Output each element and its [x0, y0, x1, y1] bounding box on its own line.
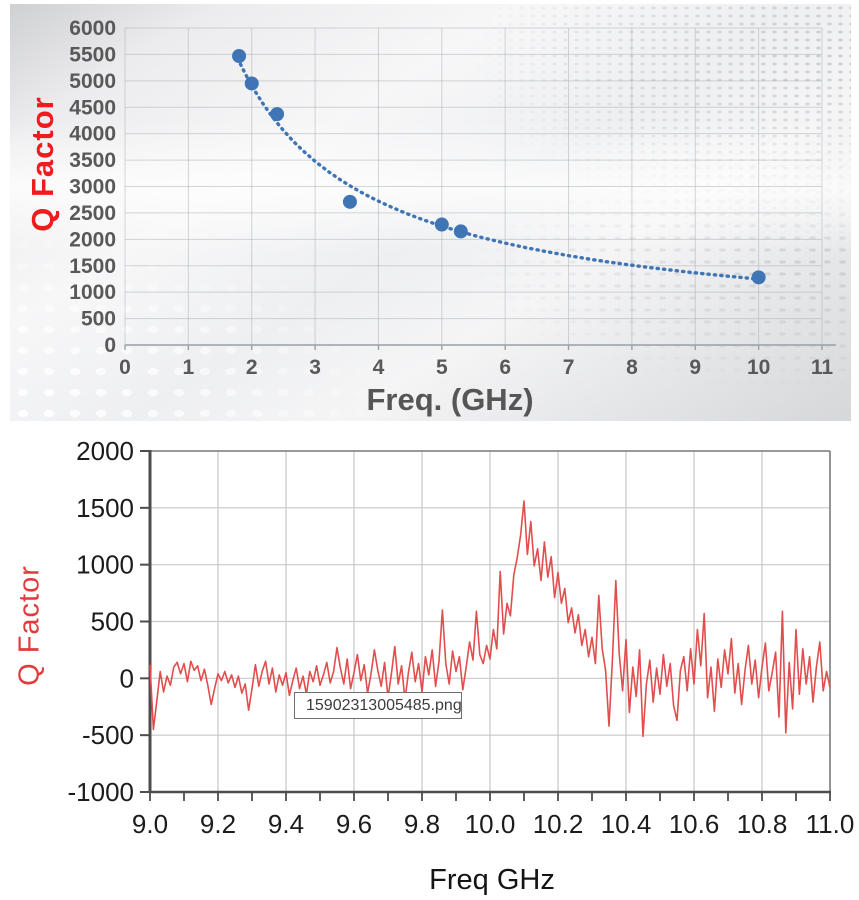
x-tick-label: 4: [373, 356, 385, 379]
filename-tooltip[interactable]: 15902313005485.png: [294, 692, 462, 719]
y-tick-label: 1500: [69, 255, 116, 278]
x-tick-label: 0: [119, 356, 131, 379]
x-tick-label: 9.6: [336, 809, 372, 839]
y-tick-label: 0: [120, 663, 134, 693]
data-point: [270, 107, 285, 122]
y-tick-label: 3000: [69, 176, 116, 199]
y-tick-label: 0: [104, 334, 116, 357]
bottom-x-axis-title: Freq GHz: [429, 864, 555, 896]
x-tick-label: 8: [626, 356, 638, 379]
y-tick-label: 500: [81, 308, 116, 331]
x-tick-label: 7: [563, 356, 575, 379]
y-tick-label: 2000: [76, 436, 134, 466]
data-point: [434, 217, 449, 232]
y-tick-label: -1000: [68, 777, 135, 807]
top-y-axis-title: Q Factor: [25, 96, 60, 232]
scatter-chart-panel: 0 500 1000 1500 2000 2500 3000 3500 4000 4500 5000…: [10, 4, 851, 421]
scatter-plot: 0 500 1000 1500 2000 2500 3000 3500 4000 4500 5000…: [69, 17, 836, 379]
y-tick-label: 2500: [69, 202, 116, 225]
x-tick-label: 6: [499, 356, 511, 379]
x-tick-label: 10.2: [533, 809, 584, 839]
x-tick-label: 9.4: [268, 809, 304, 839]
x-tick-label: 11: [811, 356, 834, 379]
x-tick-label: 11.0: [806, 809, 855, 839]
y-tick-label: 1000: [69, 281, 116, 304]
x-tick-label: 3: [309, 356, 321, 379]
y-tick-label: 5500: [69, 43, 116, 66]
data-point: [342, 194, 357, 209]
x-tick-label: 10.8: [737, 809, 788, 839]
noise-trace: [149, 500, 831, 738]
x-tick-label: 9: [689, 356, 701, 379]
y-tick-label: 500: [91, 607, 134, 637]
y-tick-label: -500: [82, 720, 134, 750]
y-tick-label: 4500: [69, 96, 116, 119]
y-tick-label: 2000: [69, 228, 116, 251]
line-plot: -1000 -500 0 500 1000 1500 2000 9.0 9.2 9.4 9.6 9.8…: [68, 436, 855, 839]
y-tick-label: 1500: [76, 493, 134, 523]
x-tick-label: 2: [246, 356, 258, 379]
x-tick-label: 9.0: [132, 809, 168, 839]
y-tick-label: 1000: [76, 550, 134, 580]
trendline-dotted: [236, 56, 762, 281]
y-tick-label: 4000: [69, 123, 116, 146]
x-tick-label: 5: [436, 356, 448, 379]
line-chart-panel: -1000 -500 0 500 1000 1500 2000 9.0 9.2 9.4 9.6 9.8…: [0, 424, 859, 900]
y-tick-label: 3500: [69, 149, 116, 172]
x-tick-label: 10.6: [669, 809, 720, 839]
y-tick-label: 5000: [69, 70, 116, 93]
y-tick-label: 6000: [69, 17, 116, 40]
x-tick-label: 9.8: [404, 809, 440, 839]
data-point: [453, 224, 468, 239]
x-tick-label: 10.0: [465, 809, 516, 839]
top-x-axis-title: Freq. (GHz): [366, 382, 534, 417]
data-point: [244, 76, 259, 91]
x-tick-label: 1: [183, 356, 195, 379]
x-tick-label: 10.4: [601, 809, 652, 839]
x-tick-label: 9.2: [200, 809, 236, 839]
x-tick-label: 10: [747, 356, 770, 379]
bottom-y-axis-title: Q Factor: [13, 565, 46, 686]
data-point: [232, 49, 247, 64]
data-point: [751, 270, 766, 285]
